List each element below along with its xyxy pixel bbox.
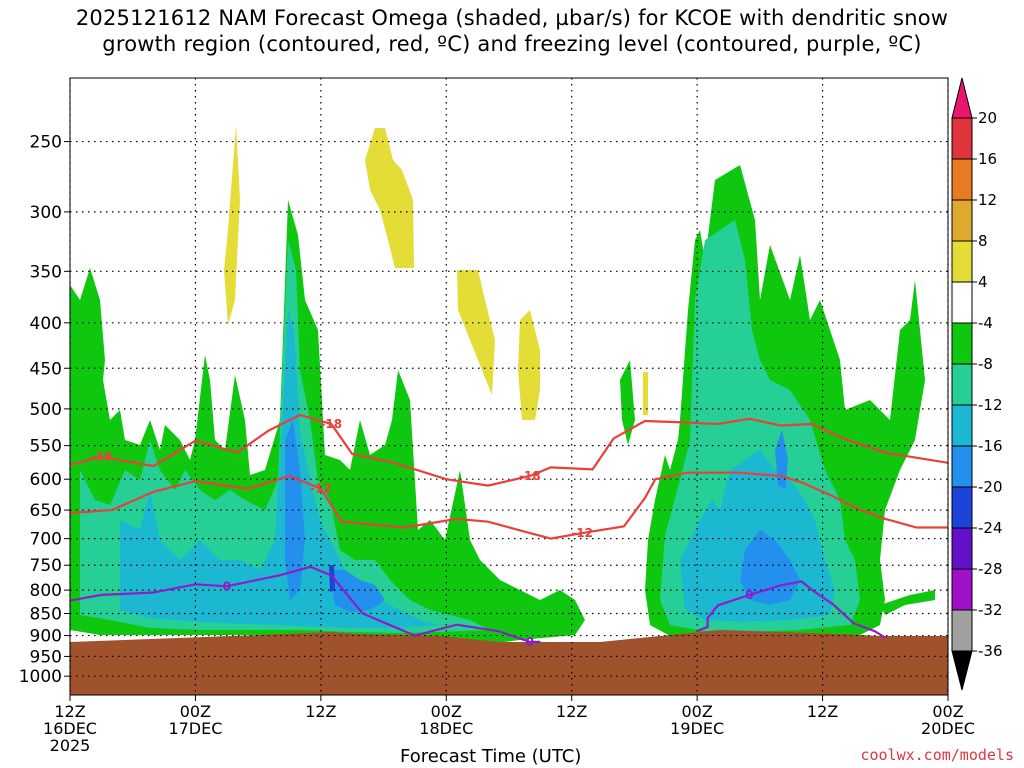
omega-region-yellow-4 bbox=[518, 310, 540, 420]
source-credit[interactable]: coolwx.com/models bbox=[860, 746, 1014, 764]
colorbar-label: 4 bbox=[978, 273, 988, 291]
colorbar-label: 8 bbox=[978, 232, 988, 250]
x-tick-label: 12Z bbox=[54, 702, 85, 721]
x-tick-label: 18DEC bbox=[419, 719, 473, 738]
colorbar-swatch bbox=[951, 281, 973, 324]
x-tick-label: 00Z bbox=[681, 702, 712, 721]
x-axis-title: Forecast Time (UTC) bbox=[400, 746, 582, 767]
contour-label: -18 bbox=[519, 469, 541, 483]
colorbar-label: -20 bbox=[978, 478, 1003, 496]
omega-region-yellow-3 bbox=[457, 270, 495, 395]
y-tick-label: 750 bbox=[30, 556, 62, 576]
colorbar-label: -16 bbox=[978, 437, 1003, 455]
contour-label: 0 bbox=[223, 579, 231, 593]
colorbar-label: -32 bbox=[978, 601, 1003, 619]
omega-region-yellow-1 bbox=[224, 125, 240, 325]
contour-line-dgz bbox=[69, 471, 948, 540]
x-tick-label: 12Z bbox=[556, 702, 587, 721]
terrain-top bbox=[70, 630, 948, 645]
x-tick-label: 2025 bbox=[50, 736, 91, 755]
colorbar-swatch bbox=[951, 322, 973, 365]
x-tick-label: 19DEC bbox=[670, 719, 724, 738]
colorbar-cap-bottom bbox=[951, 650, 973, 691]
colorbar-swatch bbox=[951, 609, 973, 652]
y-tick-label: 600 bbox=[30, 470, 62, 490]
contour-line-freezing bbox=[69, 565, 541, 643]
y-tick-label: 900 bbox=[30, 627, 62, 647]
contour-label: -12 bbox=[310, 482, 332, 496]
omega-region-darkblue bbox=[329, 565, 335, 592]
contours bbox=[69, 413, 949, 643]
omega-region-blue-mid bbox=[330, 570, 385, 612]
omega-region-cyan-left bbox=[120, 310, 440, 628]
colorbar-swatch bbox=[951, 117, 973, 160]
y-tick-label: 300 bbox=[30, 203, 62, 223]
contour-label: -18 bbox=[320, 417, 342, 431]
omega-region-green-small bbox=[620, 360, 635, 445]
omega-region-blue-left bbox=[285, 420, 305, 600]
x-tick-label: 20DEC bbox=[921, 719, 975, 738]
colorbar-label: -28 bbox=[978, 560, 1003, 578]
colorbar-swatch bbox=[951, 568, 973, 611]
colorbar: 20 16 12 8 4 -4 -8 -12 -16 -20 -24 -28 -32 -36 bbox=[951, 77, 1003, 691]
colorbar-swatch bbox=[951, 486, 973, 529]
chart-title-line-1: 2025121612 NAM Forecast Omega (shaded, µ… bbox=[75, 6, 949, 30]
omega-region-blue-right bbox=[740, 530, 800, 605]
colorbar-swatch bbox=[951, 240, 973, 283]
contour-label: 0 bbox=[745, 588, 753, 602]
terrain-fill bbox=[70, 642, 948, 695]
colorbar-label: -36 bbox=[978, 642, 1003, 660]
y-tick-label: 650 bbox=[30, 501, 62, 521]
contour-label: -18 bbox=[91, 450, 113, 464]
x-tick-label: 12Z bbox=[305, 702, 336, 721]
omega-region-yellow-2 bbox=[365, 128, 414, 268]
colorbar-label: 12 bbox=[978, 191, 997, 209]
y-tick-label: 1000 bbox=[19, 667, 62, 687]
colorbar-swatch bbox=[951, 445, 973, 488]
colorbar-label: -12 bbox=[978, 396, 1003, 414]
colorbar-label: 20 bbox=[978, 109, 997, 127]
contour-line-freezing bbox=[696, 580, 886, 639]
colorbar-swatch bbox=[951, 158, 973, 201]
y-tick-label: 400 bbox=[30, 314, 62, 334]
contour-line-dgz bbox=[69, 413, 949, 487]
colorbar-swatch bbox=[951, 404, 973, 447]
plot-area: -18 -18 -18 -12 -12 0 0 0 bbox=[69, 77, 949, 696]
x-tick-label: 12Z bbox=[807, 702, 838, 721]
colorbar-label: -8 bbox=[978, 355, 993, 373]
colorbar-swatch bbox=[951, 363, 973, 406]
x-tick-label: 00Z bbox=[180, 702, 211, 721]
y-tick-label: 700 bbox=[30, 530, 62, 550]
chart-title-line-2: growth region (contoured, red, ºC) and f… bbox=[102, 32, 922, 56]
y-tick-label: 950 bbox=[30, 647, 62, 667]
colorbar-label: -4 bbox=[978, 314, 993, 332]
plot-frame bbox=[69, 77, 949, 696]
x-tick-label: 00Z bbox=[932, 702, 963, 721]
x-tick-label: 00Z bbox=[431, 702, 462, 721]
omega-region-green-edge bbox=[880, 590, 935, 615]
contour-labels: -18 -18 -18 -12 -12 0 0 0 bbox=[91, 417, 754, 649]
y-tick-label: 500 bbox=[30, 400, 62, 420]
y-tick-label: 800 bbox=[30, 581, 62, 601]
omega-region-yellow-5 bbox=[643, 372, 648, 415]
x-tick-label: 17DEC bbox=[168, 719, 222, 738]
y-tick-label: 350 bbox=[30, 262, 62, 282]
contour-label: 0 bbox=[526, 635, 534, 649]
colorbar-cap-top bbox=[951, 77, 973, 119]
colorbar-swatch bbox=[951, 527, 973, 570]
colorbar-label: 16 bbox=[978, 150, 997, 168]
y-tick-label: 550 bbox=[30, 437, 62, 457]
y-tick-label: 850 bbox=[30, 605, 62, 625]
contour-label: -12 bbox=[571, 526, 593, 540]
x-tick-label: 16DEC bbox=[43, 719, 97, 738]
colorbar-label: -24 bbox=[978, 519, 1003, 537]
y-tick-label: 450 bbox=[30, 359, 62, 379]
colorbar-swatch bbox=[951, 199, 973, 242]
y-axis: 2503003504004505005506006507007508008509… bbox=[19, 133, 70, 687]
y-tick-label: 250 bbox=[30, 133, 62, 153]
